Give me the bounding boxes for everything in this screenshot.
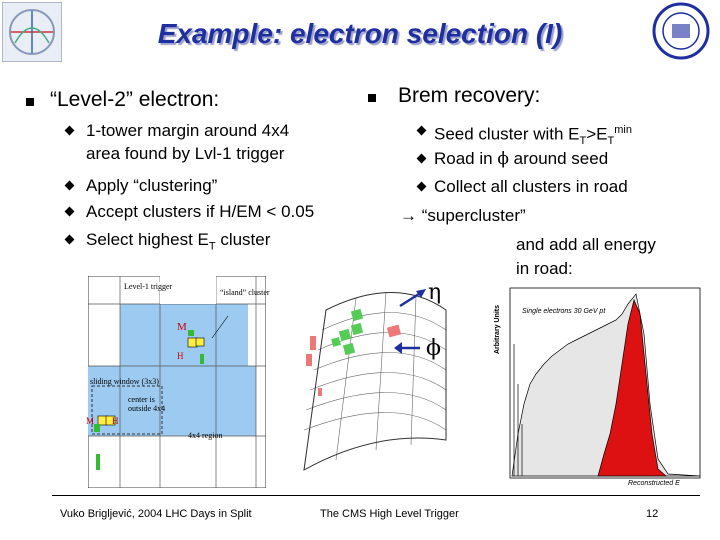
bullet-square: [368, 94, 376, 102]
right-item-1-mid: >E: [586, 124, 608, 144]
right-cont-1: and add all energy: [516, 235, 656, 254]
bullet-diamond: [64, 180, 75, 191]
calorimeter-road-diagram: [296, 280, 486, 480]
slide-title: Example: electron selection (I): [157, 18, 563, 49]
hist-title: Single electrons 30 GeV pt: [522, 308, 606, 315]
right-item-1-sub1: T: [579, 135, 587, 148]
label-center-1: center is: [128, 395, 155, 404]
right-item-3: Collect all clusters in road: [434, 177, 628, 196]
bullet-diamond: [64, 234, 75, 245]
left-item-4-rest: cluster: [215, 230, 271, 249]
institute-seal: [652, 2, 710, 60]
phi-symbol: ϕ: [497, 149, 509, 169]
label-h: H: [177, 351, 184, 361]
left-item-4: Select highest ET cluster: [86, 229, 270, 257]
right-item-1: Seed cluster with ET>ETmin: [434, 120, 632, 152]
bullet-diamond: [416, 125, 427, 136]
calorimeter-svg: [303, 291, 447, 471]
label-m: M: [177, 321, 187, 333]
label-region: 4x4 region: [188, 431, 223, 440]
left-heading: “Level-2” electron:: [50, 88, 220, 111]
trigger-grid-svg: [87, 275, 267, 489]
right-item-2: Road in ϕ around seed: [434, 148, 608, 170]
label-sliding: sliding window (3x3): [90, 377, 159, 386]
footer-center: The CMS High Level Trigger: [320, 508, 459, 520]
bullet-diamond: [416, 181, 427, 192]
cms-logo-icon: [9, 9, 55, 55]
footer-author: Vuko Brigljević, 2004 LHC Days in Split: [60, 508, 252, 520]
left-item-1-line2: area found by Lvl-1 trigger: [86, 144, 285, 163]
bullet-square: [26, 98, 34, 106]
label-h2: H: [112, 416, 119, 426]
histogram-svg: [509, 287, 701, 479]
bullet-diamond: [64, 206, 75, 217]
hist-ylabel: Arbitrary Units: [494, 304, 501, 354]
right-item-1-sup: min: [614, 124, 632, 136]
footer-rule: [52, 495, 700, 496]
phi-arrow: [392, 338, 422, 363]
supercluster-line: → “supercluster”: [400, 206, 526, 225]
cms-logo: [2, 2, 62, 62]
left-item-4-text: Select highest E: [86, 230, 209, 249]
label-m2: M: [86, 416, 95, 426]
left-item-1-line1: 1-tower margin around 4x4: [86, 121, 290, 140]
bullet-diamond: [416, 153, 427, 164]
left-item-4-sub: T: [208, 240, 216, 253]
arrow-icon: [394, 342, 420, 354]
right-item-2-post: around seed: [508, 149, 609, 168]
label-center-2: outside 4x4: [128, 404, 166, 413]
eta-arrow: [398, 286, 428, 315]
bullet-diamond: [64, 125, 75, 136]
right-cont-2: in road:: [516, 259, 573, 278]
right-heading: Brem recovery:: [398, 84, 541, 107]
right-item-1-sub2: T: [607, 135, 615, 148]
right-item-1-pre: Seed cluster with E: [434, 124, 580, 144]
label-trigger: Level-1 trigger: [124, 282, 173, 291]
phi-label: ϕ: [426, 336, 441, 361]
trigger-grid-diagram: Level-1 trigger “island” cluster M H sli…: [86, 275, 270, 489]
footer-page: 12: [646, 508, 659, 520]
left-item-3: Accept clusters if H/EM < 0.05: [86, 202, 315, 221]
hist-xlabel: Reconstructed E: [628, 480, 680, 487]
institute-seal-icon: [652, 2, 710, 60]
arrow-icon: [399, 289, 426, 308]
eta-label: η: [428, 280, 442, 305]
label-island: “island” cluster: [220, 288, 270, 297]
energy-histogram: Single electrons 30 GeV pt Arbitrary Uni…: [488, 284, 706, 490]
right-item-2-pre: Road in: [434, 149, 498, 168]
left-item-2: Apply “clustering”: [86, 176, 218, 195]
